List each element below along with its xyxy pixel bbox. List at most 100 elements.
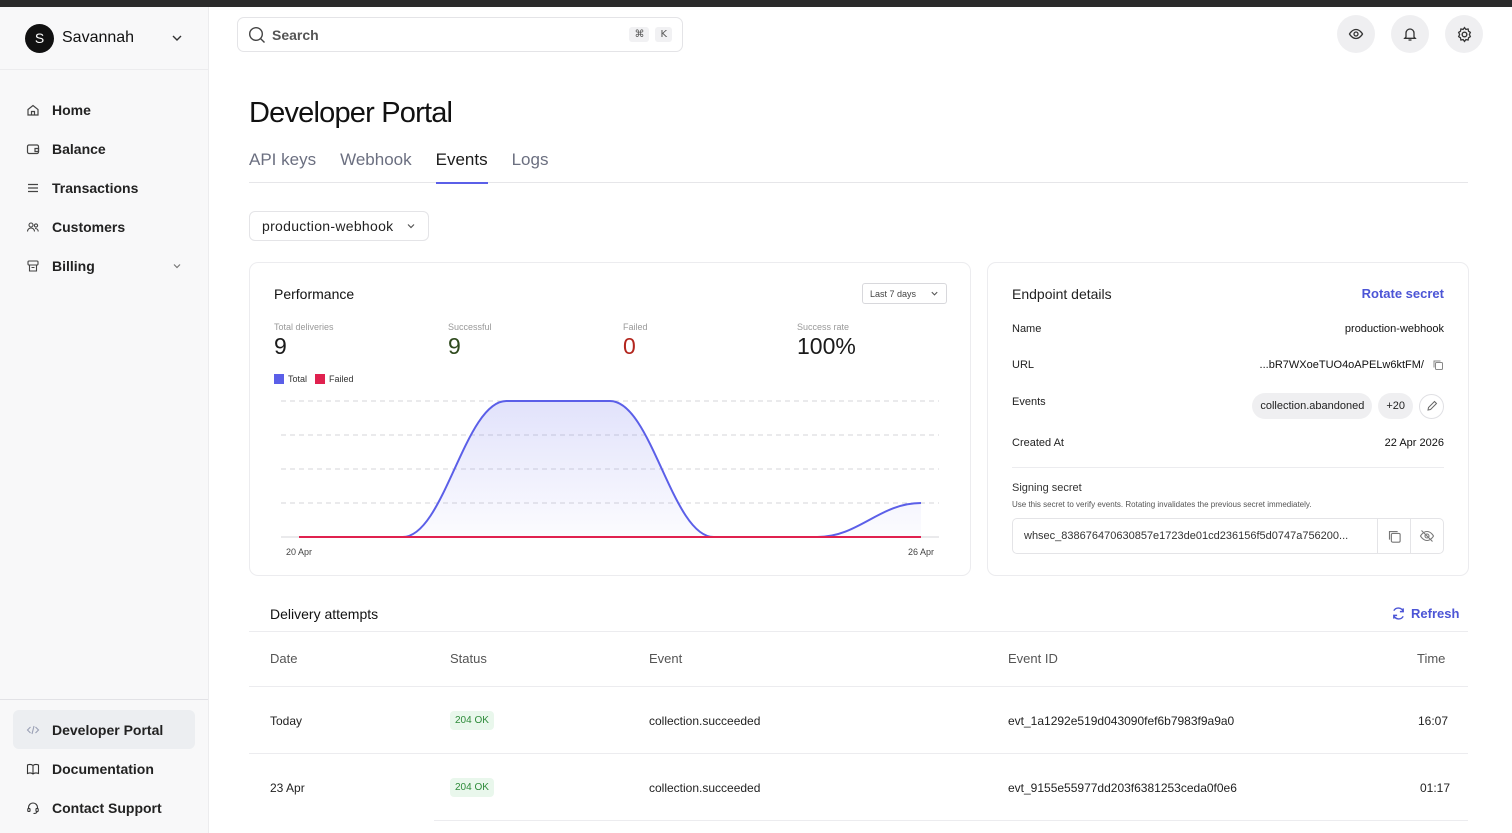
status-badge: 204 OK: [450, 778, 494, 797]
refresh-icon: [1393, 607, 1404, 620]
search-input[interactable]: Search: [272, 26, 319, 43]
tab-events[interactable]: Events: [435, 150, 488, 184]
copy-icon: [1388, 530, 1401, 543]
stat-label: Successful: [448, 322, 492, 332]
sidebar-item-transactions[interactable]: Transactions: [0, 168, 208, 207]
x-tick-label: 20 Apr: [286, 547, 312, 557]
home-icon: [26, 103, 40, 117]
row-event-id: evt_9155e55977dd203f6381253ceda0f0e6: [1008, 781, 1237, 795]
legend-item-failed: Failed: [315, 374, 354, 384]
webhook-select-value: production-webhook: [262, 218, 394, 234]
endpoint-name-row: Name production-webhook: [1012, 323, 1444, 335]
more-events-chip[interactable]: +20: [1378, 393, 1413, 419]
series-area-total: [299, 401, 921, 537]
sidebar-item-label: Transactions: [52, 179, 139, 196]
sidebar-item-customers[interactable]: Customers: [0, 207, 208, 246]
keyboard-shortcut: ⌘ K: [629, 27, 672, 42]
sidebar: S Savannah Home Balance Transactions Cus…: [0, 7, 209, 833]
chevron-down-icon: [172, 35, 182, 41]
tab-webhook[interactable]: Webhook: [340, 150, 412, 169]
sidebar-item-label: Contact Support: [52, 799, 162, 816]
refresh-button[interactable]: Refresh: [1391, 606, 1459, 621]
sidebar-item-documentation[interactable]: Documentation: [13, 749, 195, 788]
endpoint-events-label: Events: [1012, 396, 1046, 408]
performance-chart: 20 Apr 26 Apr: [281, 400, 939, 557]
endpoint-title: Endpoint details: [1012, 286, 1112, 302]
notifications-button[interactable]: [1391, 15, 1429, 53]
legend-item-total: Total: [274, 374, 307, 384]
gear-icon: [1457, 26, 1471, 42]
stat-failed: Failed 0: [623, 322, 648, 360]
sidebar-nav: Home Balance Transactions Customers Bill…: [0, 70, 208, 285]
chevron-down-icon[interactable]: [172, 261, 182, 271]
wallet-icon: [26, 142, 40, 156]
avatar: S: [25, 23, 54, 53]
sidebar-item-balance[interactable]: Balance: [0, 129, 208, 168]
legend-label: Total: [288, 374, 308, 384]
endpoint-created-label: Created At: [1012, 437, 1064, 449]
row-time: 16:07: [1418, 714, 1449, 728]
performance-title: Performance: [274, 286, 355, 302]
sidebar-item-label: Documentation: [52, 760, 154, 777]
billing-icon: [26, 259, 40, 273]
divider: [249, 753, 1468, 754]
bell-icon: [1403, 28, 1417, 41]
stat-value: 0: [623, 333, 636, 359]
divider: [249, 686, 1468, 687]
visibility-button[interactable]: [1337, 15, 1375, 53]
divider: [434, 820, 1468, 821]
stat-value: 100%: [797, 333, 856, 359]
status-badge: 204 OK: [450, 711, 494, 730]
account-switcher[interactable]: S Savannah: [0, 7, 208, 70]
edit-events-button[interactable]: [1419, 393, 1444, 419]
endpoint-url-label: URL: [1012, 359, 1035, 371]
search-icon: [248, 26, 265, 43]
sidebar-item-home[interactable]: Home: [0, 90, 208, 129]
tab-bar: API keys Webhook Events Logs: [249, 150, 1468, 184]
support-icon: [26, 801, 40, 815]
tab-logs[interactable]: Logs: [511, 150, 549, 169]
event-chip: collection.abandoned: [1252, 393, 1373, 419]
row-date: 23 Apr: [270, 781, 305, 795]
sidebar-item-developer-portal[interactable]: Developer Portal: [13, 710, 195, 749]
toggle-secret-visibility-button[interactable]: [1410, 519, 1443, 553]
delivery-attempts-title: Delivery attempts: [270, 606, 379, 622]
signing-secret-field: whsec_838676470630857e1723de01cd236156f5…: [1012, 518, 1444, 554]
sidebar-item-contact-support[interactable]: Contact Support: [13, 788, 195, 827]
shortcut-key: K: [655, 27, 672, 42]
webhook-select[interactable]: production-webhook: [249, 211, 429, 241]
sidebar-item-billing[interactable]: Billing: [0, 246, 208, 285]
sidebar-footer: Developer Portal Documentation Contact S…: [0, 699, 208, 833]
eye-off-icon: [1419, 530, 1435, 542]
column-header-status: Status: [450, 651, 487, 666]
sidebar-item-label: Billing: [52, 257, 95, 274]
eye-icon: [1348, 28, 1364, 40]
sidebar-item-label: Home: [52, 101, 91, 118]
sidebar-item-label: Developer Portal: [52, 721, 164, 738]
tab-api-keys[interactable]: API keys: [249, 150, 317, 169]
endpoint-created-value: 22 Apr 2026: [1384, 437, 1444, 449]
legend-label: Failed: [329, 374, 354, 384]
refresh-label: Refresh: [1411, 606, 1460, 621]
legend-swatch: [274, 374, 284, 384]
stat-value: 9: [448, 333, 461, 359]
chevron-down-icon: [931, 291, 938, 296]
copy-secret-button[interactable]: [1377, 519, 1410, 553]
search-bar[interactable]: Search ⌘ K: [237, 17, 683, 52]
sidebar-item-label: Customers: [52, 218, 126, 235]
date-range-select[interactable]: Last 7 days: [862, 283, 947, 304]
endpoint-details-card: Endpoint details Rotate secret Name prod…: [987, 262, 1469, 576]
list-icon: [26, 181, 40, 195]
rotate-secret-button[interactable]: Rotate secret: [1361, 286, 1444, 301]
endpoint-events-row: Events collection.abandoned +20: [1012, 393, 1444, 419]
copy-icon[interactable]: [1432, 359, 1444, 371]
sidebar-item-label: Balance: [52, 140, 106, 157]
legend-swatch: [315, 374, 326, 384]
column-header-time: Time: [1417, 651, 1446, 666]
endpoint-url-row: URL ...bR7WXoeTUO4oAPELw6ktFM/: [1012, 359, 1444, 371]
page-title: Developer Portal: [249, 97, 453, 129]
settings-button[interactable]: [1445, 15, 1483, 53]
signing-secret-value[interactable]: whsec_838676470630857e1723de01cd236156f5…: [1024, 530, 1349, 542]
shortcut-modifier: ⌘: [629, 27, 650, 42]
pencil-icon: [1426, 400, 1437, 411]
